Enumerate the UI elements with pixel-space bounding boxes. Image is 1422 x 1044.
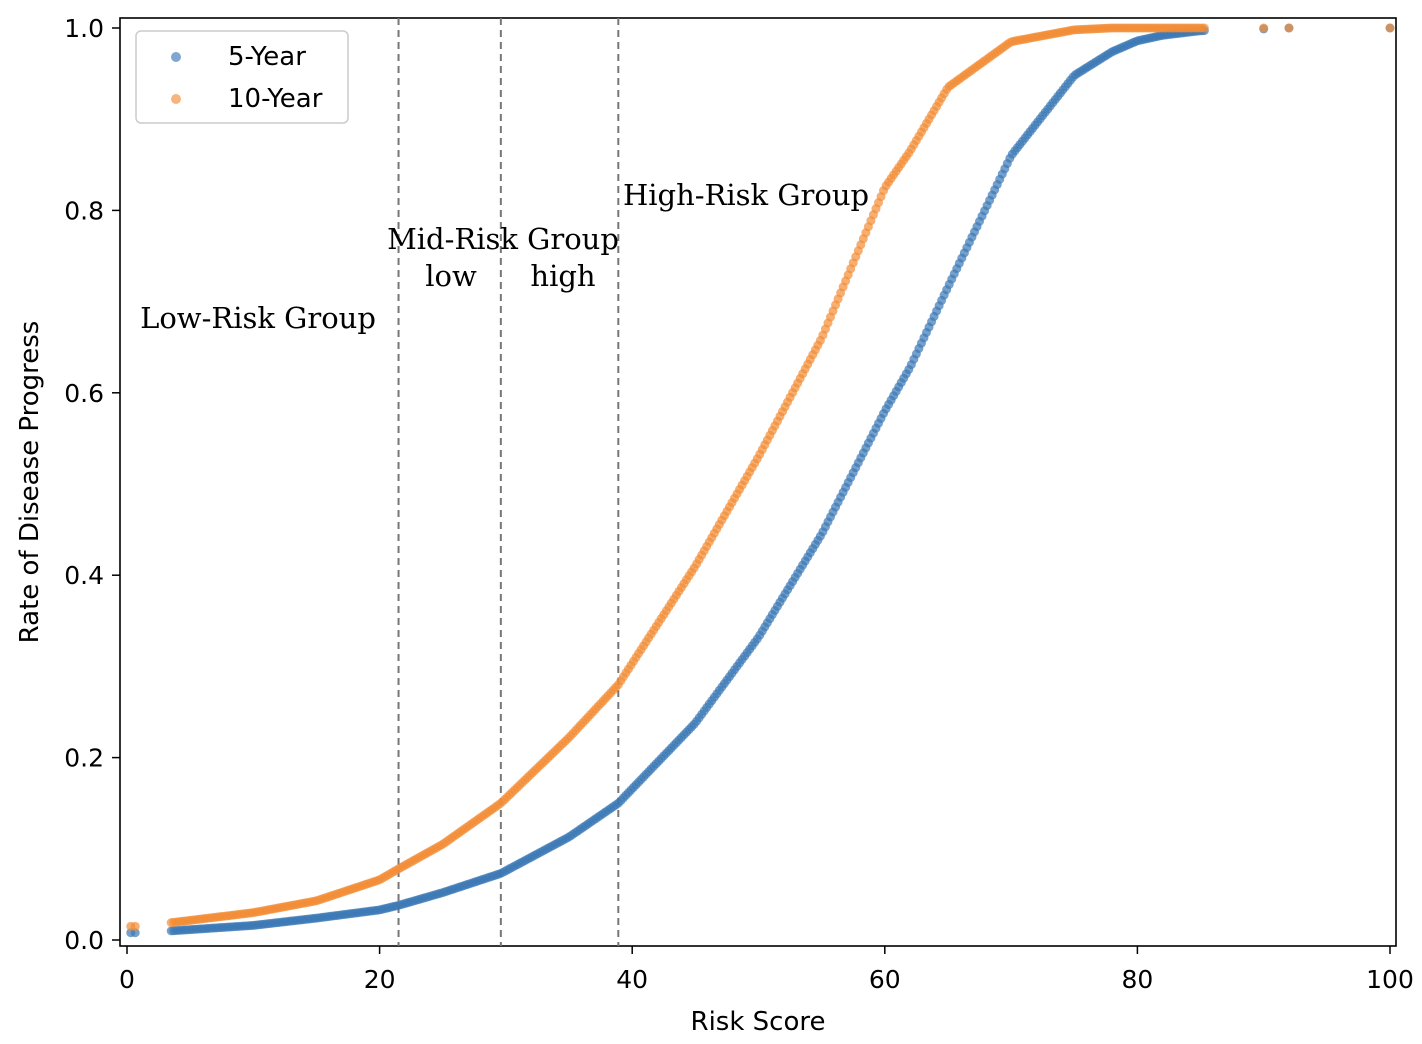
x-tick-label: 20 (364, 965, 396, 994)
data-point (130, 921, 140, 931)
data-point (1199, 23, 1209, 33)
y-tick-label: 0.4 (64, 561, 104, 590)
y-tick-label: 0.0 (64, 926, 104, 955)
low-risk-label: Low-Risk Group (140, 301, 376, 335)
y-axis-label: Rate of Disease Progress (15, 321, 45, 644)
plot-frame (119, 17, 1397, 947)
scatter-points (126, 23, 1395, 938)
legend-marker-5-year (171, 52, 181, 62)
x-tick-label: 40 (616, 965, 648, 994)
y-tick-label: 0.6 (64, 379, 104, 408)
legend-box (135, 30, 349, 124)
mid-low-label: low (425, 259, 477, 293)
mid-high-label: high (530, 259, 595, 293)
legend: 5-Year 10-Year (135, 30, 349, 124)
series-5-year (126, 23, 1395, 938)
legend-label-10-year: 10-Year (228, 84, 323, 114)
data-point (1284, 23, 1294, 33)
mid-risk-label: Mid-Risk Group (387, 222, 619, 256)
cutoff-lines (397, 18, 620, 946)
data-point (1259, 23, 1269, 33)
x-tick-label: 80 (1121, 965, 1153, 994)
y-tick-label: 0.2 (64, 744, 104, 773)
y-tick-label: 0.8 (64, 196, 104, 225)
x-tick-label: 0 (119, 965, 135, 994)
y-tick-label: 1.0 (64, 14, 104, 43)
series-10-year (126, 23, 1395, 931)
x-axis-label: Risk Score (691, 1007, 826, 1037)
x-tick-label: 100 (1366, 965, 1414, 994)
data-point (1385, 23, 1395, 33)
axis-ticks: 0 20 40 60 80 100 0.0 0.2 0.4 0.6 0.8 1.0 (64, 14, 1414, 994)
high-risk-label: High-Risk Group (623, 178, 869, 212)
data-point (130, 928, 140, 938)
legend-marker-10-year (171, 94, 181, 104)
legend-label-5-year: 5-Year (228, 42, 306, 72)
x-tick-label: 60 (869, 965, 901, 994)
